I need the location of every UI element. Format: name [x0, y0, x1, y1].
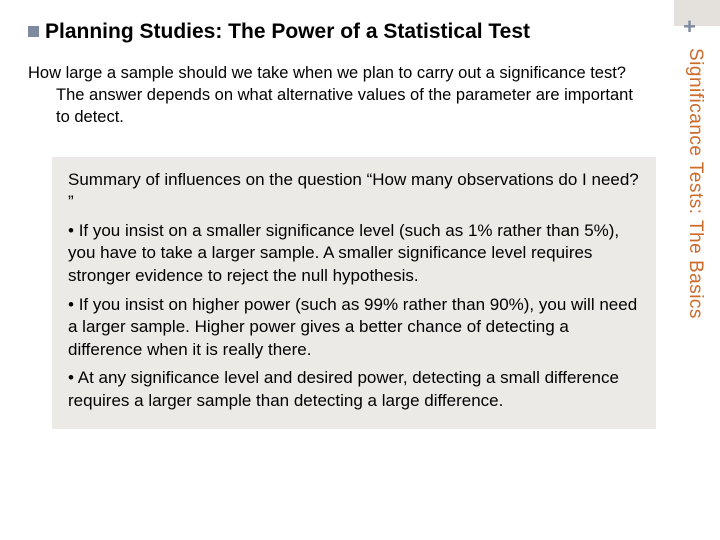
slide: + Significance Tests: The Basics Plannin…	[0, 0, 720, 540]
summary-box: Summary of influences on the question “H…	[52, 157, 656, 429]
summary-bullet-1: • If you insist on a smaller significanc…	[68, 220, 640, 288]
heading-rest: Studies: The Power of a Statistical Test	[134, 20, 530, 43]
side-chapter-label: Significance Tests: The Basics	[684, 48, 706, 319]
square-bullet-icon	[28, 26, 39, 37]
intro-text: How large a sample should we take when w…	[28, 63, 650, 128]
intro-paragraph: How large a sample should we take when w…	[28, 63, 660, 128]
summary-bullet-2: • If you insist on higher power (such as…	[68, 294, 640, 362]
summary-bullet-3: • At any significance level and desired …	[68, 367, 640, 412]
plus-icon: +	[683, 14, 696, 40]
summary-bullet-1-text: If you insist on a smaller significance …	[68, 221, 619, 285]
heading-lead: Planning	[45, 20, 134, 43]
corner-decoration	[674, 0, 720, 26]
summary-bullet-2-text: If you insist on higher power (such as 9…	[68, 295, 637, 359]
slide-heading: Planning Studies: The Power of a Statist…	[28, 18, 660, 45]
summary-lead: Summary of influences on the question “H…	[68, 169, 640, 214]
summary-bullet-3-text: At any significance level and desired po…	[68, 368, 619, 410]
